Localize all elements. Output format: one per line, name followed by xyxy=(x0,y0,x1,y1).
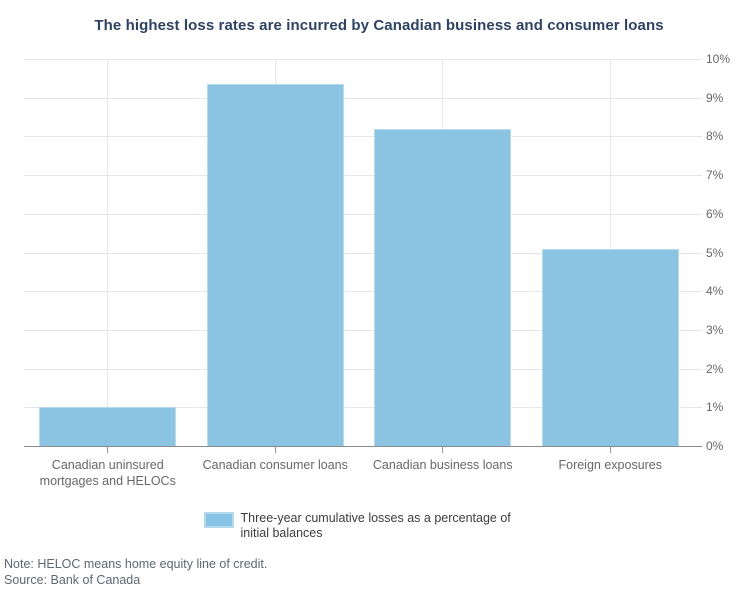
bar-canadian-business-loans xyxy=(374,128,512,446)
bar-canadian-uninsured-mortgages-and-helocs xyxy=(39,407,177,446)
bar-foreign-exposures xyxy=(541,248,679,446)
gridline xyxy=(24,136,702,138)
legend-swatch-icon xyxy=(203,512,234,528)
y-axis: 0% 1% 2% 3% 4% 5% 6% 7% 8% 9% 10% xyxy=(706,0,736,589)
x-axis-tick xyxy=(442,446,444,453)
chart-note: Note: HELOC means home equity line of cr… xyxy=(4,557,268,571)
x-axis-label: Canadian uninsured mortgages and HELOCs xyxy=(39,458,176,488)
chart-source: Source: Bank of Canada xyxy=(4,573,141,587)
gridline xyxy=(24,368,702,370)
gridline xyxy=(24,59,702,60)
plot-area xyxy=(24,59,702,453)
y-axis-label: 10% xyxy=(706,52,731,66)
gridline-vertical xyxy=(107,59,109,446)
legend-label: Three-year cumulative losses as a percen… xyxy=(240,511,511,540)
x-axis-tick xyxy=(107,446,109,453)
bar-canadian-consumer-loans xyxy=(206,84,344,446)
x-axis: Canadian uninsured mortgages and HELOCs C… xyxy=(24,457,694,497)
x-axis-label: Canadian business loans xyxy=(372,458,513,472)
legend: Three-year cumulative losses as a percen… xyxy=(0,511,736,541)
y-axis-label: 2% xyxy=(706,361,724,376)
y-axis-label: 4% xyxy=(706,284,724,299)
x-axis-tick xyxy=(274,446,276,453)
gridline xyxy=(24,407,702,409)
y-axis-label: 3% xyxy=(706,322,724,337)
y-axis-label: 1% xyxy=(706,400,724,415)
y-axis-label: 7% xyxy=(706,168,724,183)
y-axis-label: 5% xyxy=(706,245,724,260)
y-axis-label: 9% xyxy=(706,90,724,105)
gridline xyxy=(24,97,702,99)
x-axis-tick xyxy=(609,446,611,453)
gridline xyxy=(24,213,702,215)
gridline xyxy=(24,252,702,254)
gridline xyxy=(24,329,702,331)
x-axis-label: Canadian consumer loans xyxy=(202,458,348,472)
gridline xyxy=(24,291,702,293)
chart-title: The highest loss rates are incurred by C… xyxy=(94,17,664,34)
y-axis-label: 6% xyxy=(706,206,724,221)
x-axis-line xyxy=(24,446,702,447)
x-axis-label: Foreign exposures xyxy=(558,458,663,472)
y-axis-label: 0% xyxy=(706,439,724,453)
gridline xyxy=(24,175,702,177)
y-axis-label: 8% xyxy=(706,129,724,144)
